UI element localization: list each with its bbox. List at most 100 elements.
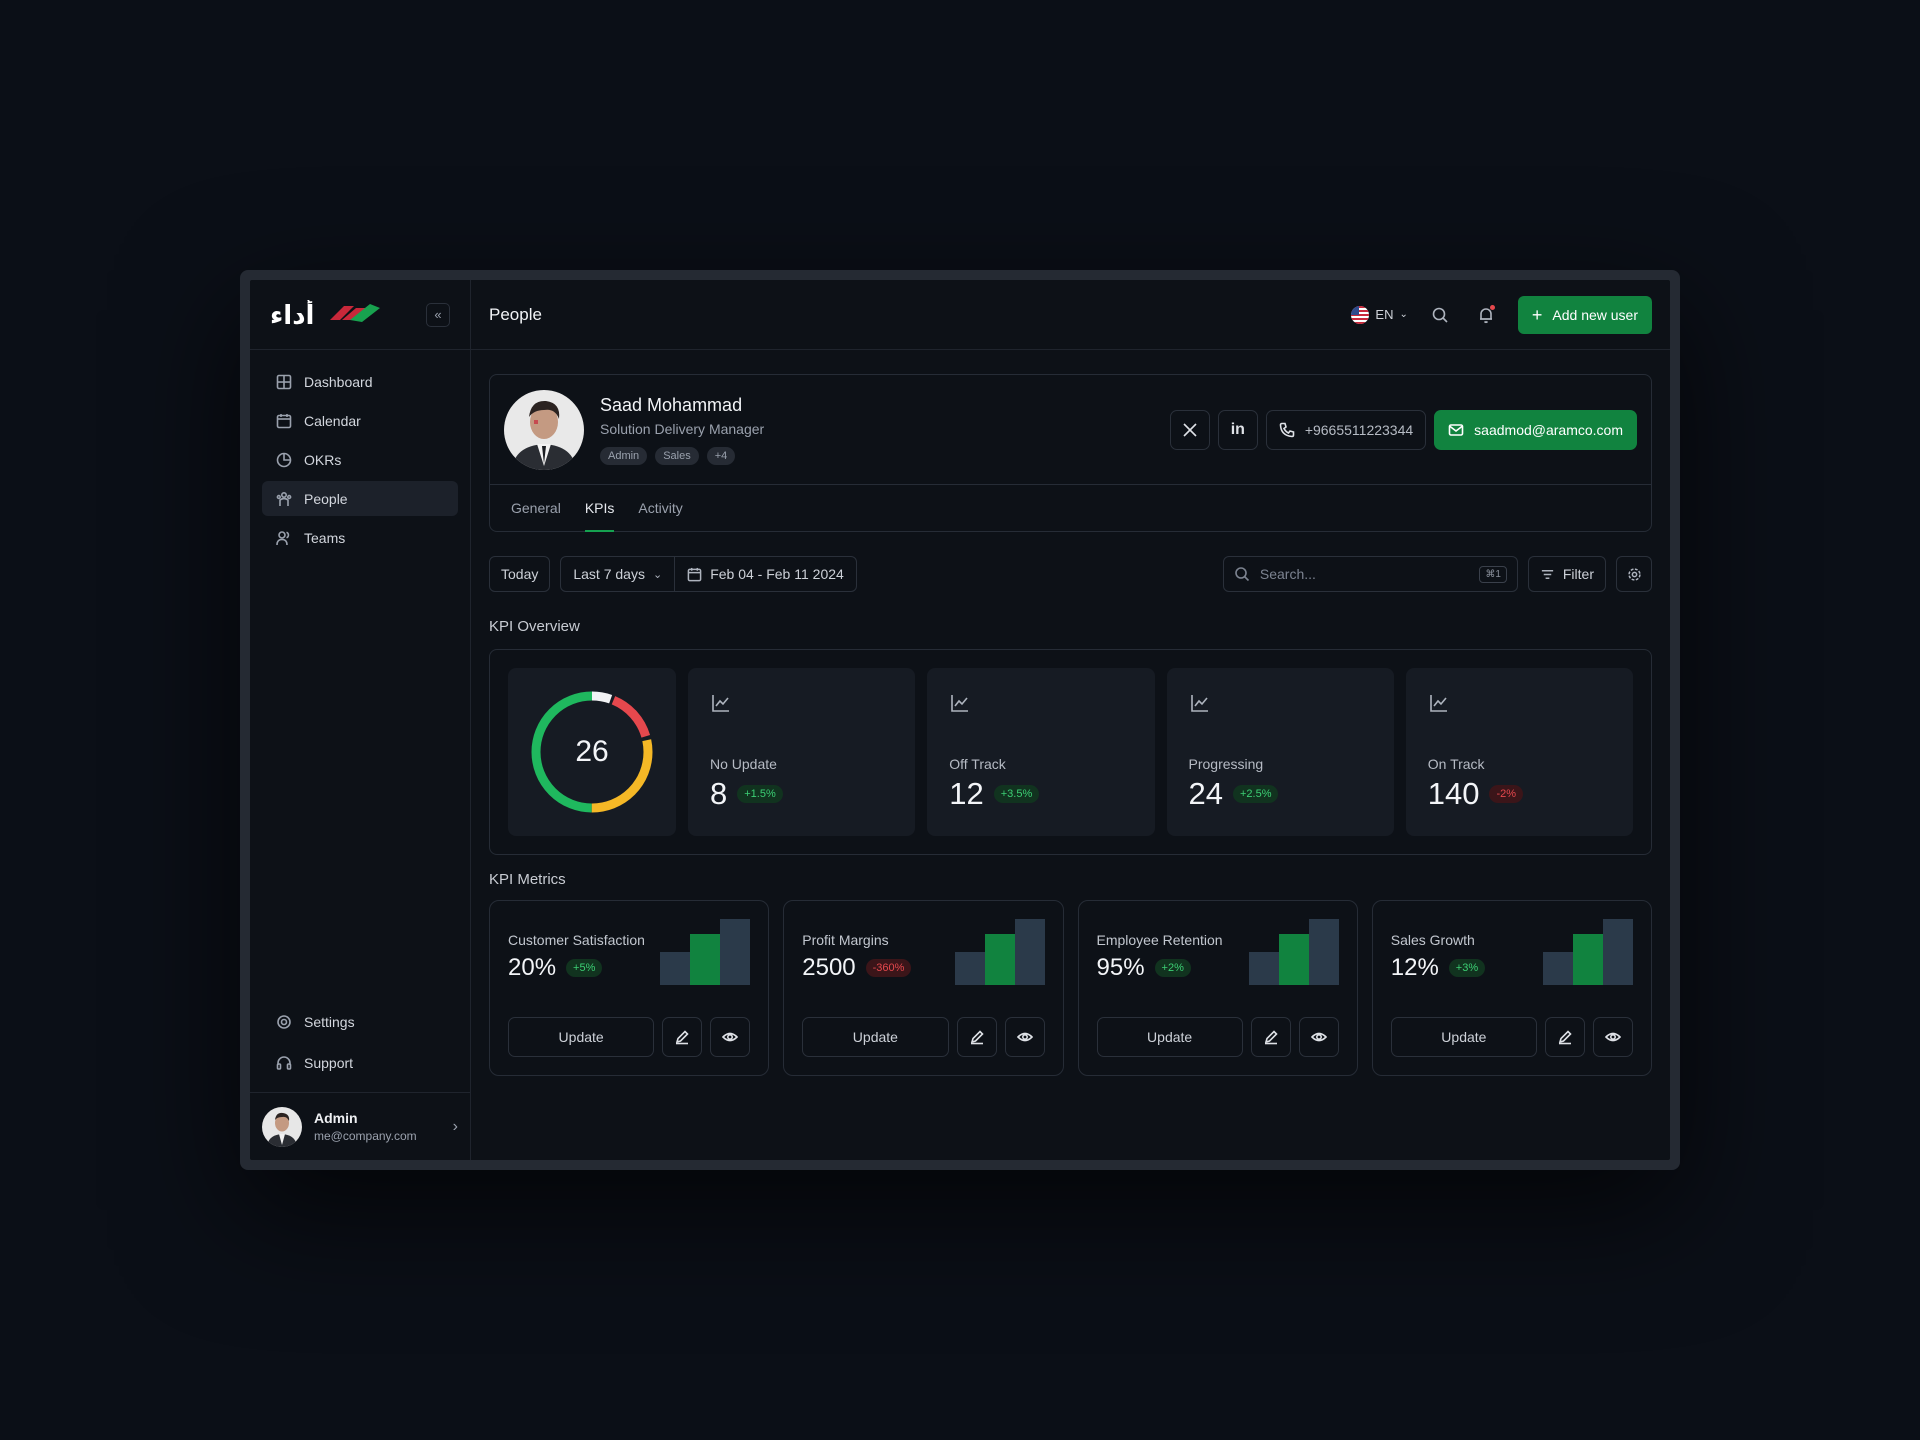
sidebar-item-people[interactable]: People — [262, 481, 458, 516]
kpi-overview-title: KPI Overview — [489, 618, 580, 635]
stat-row: 12 +3.5% — [949, 776, 1132, 812]
view-button[interactable] — [1593, 1017, 1633, 1057]
sidebar-item-calendar[interactable]: Calendar — [262, 403, 458, 438]
stat-value: 8 — [710, 776, 728, 811]
sidebar-item-settings[interactable]: Settings — [262, 1004, 458, 1039]
metric-name: Customer Satisfaction — [508, 932, 645, 948]
tag-more[interactable]: +4 — [706, 446, 736, 465]
metric-header: Customer Satisfaction 20% +5% — [508, 919, 751, 987]
email-button[interactable]: saadmod@aramco.com — [1434, 409, 1637, 450]
metric-actions: Update — [802, 1017, 1045, 1057]
collapse-sidebar-button[interactable]: « — [426, 302, 450, 327]
avatar — [262, 1106, 302, 1147]
sidebar-item-okrs[interactable]: OKRs — [262, 442, 458, 477]
tab-activity[interactable]: Activity — [638, 500, 683, 516]
notifications-button[interactable] — [1472, 301, 1500, 329]
metric-info: Employee Retention 95% +2% — [1097, 919, 1223, 987]
sidebar-item-label: Calendar — [304, 412, 361, 429]
chevron-down-icon: ⌄ — [652, 568, 663, 581]
edit-button[interactable] — [956, 1017, 997, 1057]
metric-row: 12% +3% — [1390, 954, 1486, 982]
edit-button[interactable] — [662, 1017, 703, 1057]
stat-card-no-update[interactable]: No Update 8 +1.5% — [688, 668, 916, 836]
edit-button[interactable] — [1250, 1017, 1291, 1057]
stat-change-badge: +1.5% — [737, 785, 783, 803]
metric-change-badge: +5% — [566, 959, 603, 977]
stat-card-progressing[interactable]: Progressing 24 +2.5% — [1166, 668, 1394, 836]
add-user-button[interactable]: + Add new user — [1517, 295, 1652, 334]
view-button[interactable] — [1004, 1017, 1045, 1057]
settings-button[interactable] — [1616, 556, 1652, 592]
sidebar: ﺃﺩﺍﺀ « Dashboard Calendar — [250, 280, 471, 1160]
today-button[interactable]: Today — [489, 556, 551, 592]
stat-row: 140 -2% — [1428, 776, 1611, 812]
view-button[interactable] — [1298, 1017, 1339, 1057]
stat-value: 12 — [949, 776, 984, 811]
search-icon — [1432, 307, 1448, 323]
sidebar-item-dashboard[interactable]: Dashboard — [262, 364, 458, 399]
app-window: ﺃﺩﺍﺀ « Dashboard Calendar — [240, 270, 1680, 1170]
metric-value: 12% — [1390, 954, 1439, 981]
chart-line-icon — [951, 695, 969, 712]
current-user[interactable]: Admin me@company.com › — [250, 1092, 470, 1160]
sidebar-item-teams[interactable]: Teams — [262, 520, 458, 555]
x-icon — [1183, 422, 1197, 437]
update-button[interactable]: Update — [1390, 1017, 1537, 1057]
sidebar-item-label: Teams — [304, 529, 346, 546]
tab-kpis[interactable]: KPIs — [584, 485, 614, 532]
sidebar-header: ﺃﺩﺍﺀ « — [250, 280, 470, 350]
user-name: Admin — [314, 1110, 358, 1126]
stat-card-on-track[interactable]: On Track 140 -2% — [1405, 668, 1633, 836]
kpi-metrics-title: KPI Metrics — [489, 871, 566, 888]
metric-value: 2500 — [802, 954, 856, 981]
linkedin-button[interactable]: in — [1217, 409, 1258, 450]
search-shortcut: ⌘1 — [1479, 565, 1507, 583]
profile-header: Saad Mohammad Solution Delivery Manager … — [490, 375, 1651, 485]
filter-button[interactable]: Filter — [1527, 556, 1606, 592]
tag-sales: Sales — [655, 446, 699, 465]
sidebar-item-support[interactable]: Support — [262, 1045, 458, 1080]
metric-bar — [1014, 919, 1045, 985]
language-selector[interactable]: EN ⌄ — [1351, 305, 1408, 324]
us-flag-icon — [1351, 305, 1370, 324]
kpi-metrics: Customer Satisfaction 20% +5% Update — [489, 900, 1652, 1076]
metric-header: Employee Retention 95% +2% — [1097, 919, 1339, 987]
sidebar-item-label: Settings — [304, 1013, 355, 1030]
update-button[interactable]: Update — [508, 1017, 655, 1057]
view-button[interactable] — [710, 1017, 751, 1057]
donut-segment-white — [531, 691, 653, 813]
sidebar-nav: Dashboard Calendar OKRs People Teams — [250, 350, 470, 569]
brand-logo: ﺃﺩﺍﺀ — [270, 300, 380, 330]
search-controls: Search... ⌘1 Filter — [1222, 556, 1652, 592]
search-button[interactable] — [1426, 301, 1454, 329]
metric-name: Sales Growth — [1390, 932, 1475, 948]
gear-icon — [1627, 567, 1641, 581]
range-select[interactable]: Last 7 days ⌄ — [561, 557, 674, 591]
x-twitter-button[interactable] — [1169, 409, 1210, 450]
stat-card-off-track[interactable]: Off Track 12 +3.5% — [927, 668, 1155, 836]
users-icon — [276, 530, 290, 545]
stat-value: 24 — [1188, 776, 1223, 811]
range-label: Last 7 days — [573, 566, 645, 582]
donut-segment-yellow — [531, 691, 653, 813]
date-picker[interactable]: Feb 04 - Feb 11 2024 — [674, 557, 856, 591]
pencil-icon — [1264, 1030, 1278, 1045]
tab-general[interactable]: General — [511, 500, 561, 516]
chevron-right-icon: › — [452, 1117, 458, 1135]
metric-info: Profit Margins 2500 -360% — [802, 919, 912, 987]
sidebar-item-label: OKRs — [304, 451, 342, 468]
search-input[interactable]: Search... ⌘1 — [1222, 556, 1518, 592]
metric-name: Profit Margins — [802, 932, 889, 948]
pencil-icon — [1558, 1030, 1572, 1045]
stat-row: 8 +1.5% — [710, 776, 893, 812]
phone-button[interactable]: +9665511223344 — [1265, 409, 1427, 450]
update-button[interactable]: Update — [802, 1017, 949, 1057]
update-button[interactable]: Update — [1096, 1017, 1243, 1057]
edit-button[interactable] — [1545, 1017, 1585, 1057]
mail-icon — [1448, 423, 1464, 436]
metric-row: 20% +5% — [508, 954, 645, 982]
stat-value: 140 — [1427, 776, 1480, 811]
calendar-icon — [276, 413, 292, 428]
main-content: People EN ⌄ — [471, 280, 1670, 1160]
metric-value: 20% — [508, 954, 557, 981]
